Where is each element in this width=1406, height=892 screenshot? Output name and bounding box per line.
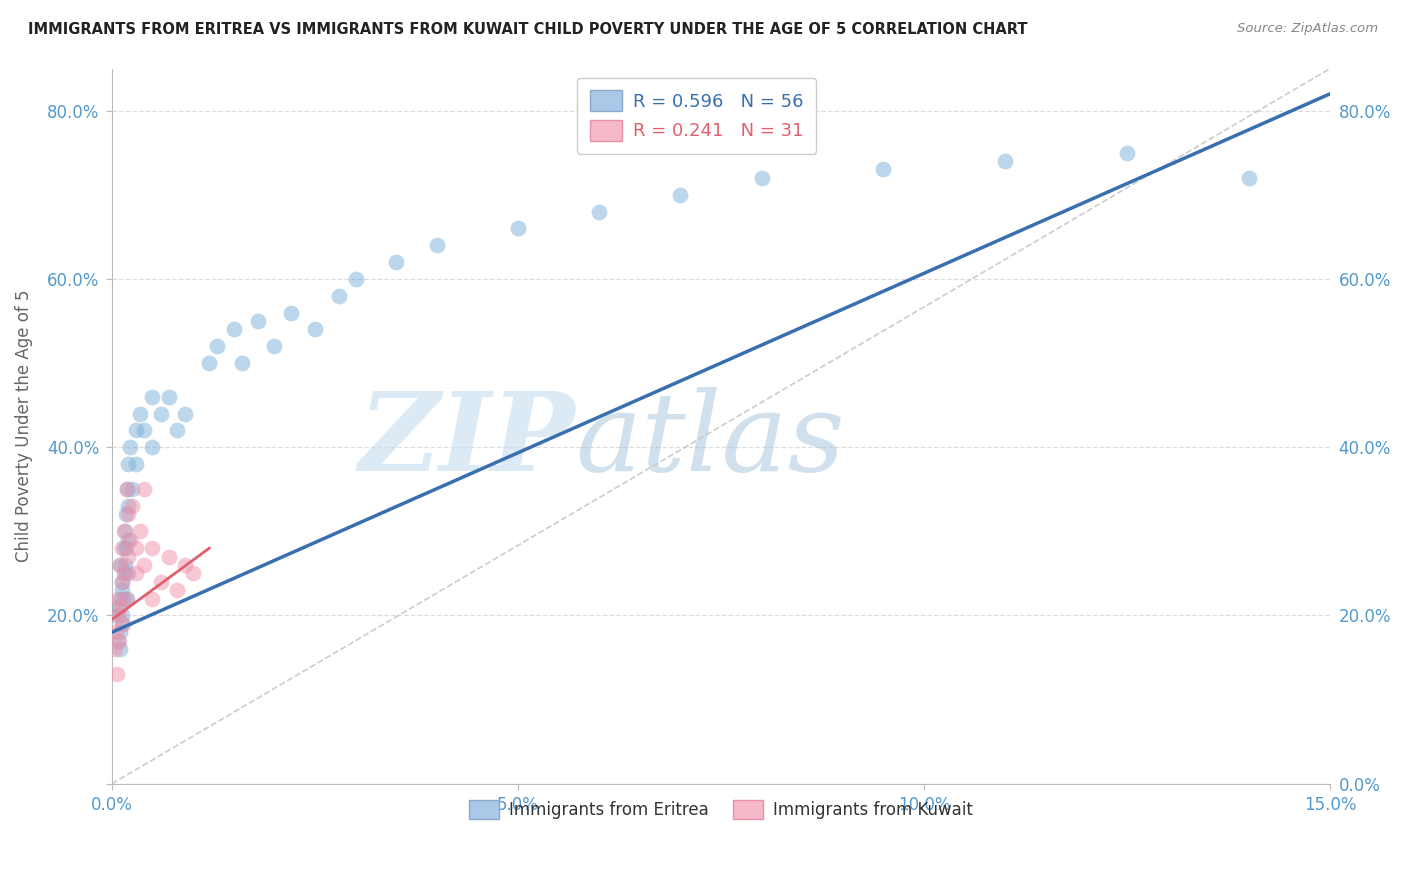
Point xyxy=(108,642,131,657)
Point xyxy=(115,591,138,606)
Point xyxy=(141,591,163,606)
Point xyxy=(134,423,156,437)
Point xyxy=(107,633,129,648)
Point xyxy=(117,566,139,581)
Point xyxy=(280,305,302,319)
Point xyxy=(231,356,253,370)
Point xyxy=(112,616,135,631)
Point xyxy=(118,533,141,547)
Point xyxy=(108,591,131,606)
Point xyxy=(994,154,1017,169)
Point xyxy=(174,407,197,421)
Y-axis label: Child Poverty Under the Age of 5: Child Poverty Under the Age of 5 xyxy=(15,290,32,562)
Point xyxy=(304,322,326,336)
Point xyxy=(111,608,134,623)
Point xyxy=(1237,170,1260,185)
Point xyxy=(115,482,138,496)
Point xyxy=(112,541,135,556)
Point xyxy=(114,566,136,581)
Point xyxy=(141,541,163,556)
Text: ZIP: ZIP xyxy=(359,386,575,494)
Point xyxy=(149,574,172,589)
Point xyxy=(247,314,270,328)
Point xyxy=(174,558,197,572)
Point xyxy=(141,390,163,404)
Point xyxy=(117,499,139,513)
Point xyxy=(181,566,204,581)
Point xyxy=(111,616,134,631)
Point xyxy=(112,524,135,539)
Point xyxy=(129,524,152,539)
Point xyxy=(114,591,136,606)
Point xyxy=(111,574,134,589)
Point xyxy=(107,608,129,623)
Point xyxy=(129,407,152,421)
Point xyxy=(104,625,127,640)
Point xyxy=(141,440,163,454)
Point xyxy=(426,238,449,252)
Point xyxy=(107,591,129,606)
Text: Source: ZipAtlas.com: Source: ZipAtlas.com xyxy=(1237,22,1378,36)
Point xyxy=(108,558,131,572)
Point xyxy=(121,499,143,513)
Point xyxy=(157,390,180,404)
Point xyxy=(108,625,131,640)
Point xyxy=(328,289,350,303)
Point xyxy=(344,272,367,286)
Point xyxy=(149,407,172,421)
Text: IMMIGRANTS FROM ERITREA VS IMMIGRANTS FROM KUWAIT CHILD POVERTY UNDER THE AGE OF: IMMIGRANTS FROM ERITREA VS IMMIGRANTS FR… xyxy=(28,22,1028,37)
Point xyxy=(134,482,156,496)
Point xyxy=(263,339,285,353)
Point xyxy=(111,574,134,589)
Point xyxy=(114,508,136,522)
Point xyxy=(112,591,135,606)
Point xyxy=(157,549,180,564)
Point xyxy=(117,457,139,471)
Point xyxy=(1116,145,1139,160)
Point xyxy=(125,423,148,437)
Point xyxy=(222,322,245,336)
Point xyxy=(506,221,529,235)
Point xyxy=(198,356,221,370)
Point xyxy=(166,423,188,437)
Point xyxy=(751,170,773,185)
Point xyxy=(166,583,188,598)
Point xyxy=(115,482,138,496)
Point xyxy=(111,583,134,598)
Point xyxy=(118,440,141,454)
Point xyxy=(588,204,610,219)
Legend: Immigrants from Eritrea, Immigrants from Kuwait: Immigrants from Eritrea, Immigrants from… xyxy=(463,793,980,825)
Text: atlas: atlas xyxy=(575,386,845,494)
Point xyxy=(112,566,135,581)
Point xyxy=(872,162,894,177)
Point xyxy=(121,482,143,496)
Point xyxy=(111,541,134,556)
Point xyxy=(125,541,148,556)
Point xyxy=(207,339,229,353)
Point xyxy=(108,600,131,615)
Point xyxy=(669,187,692,202)
Point xyxy=(385,255,408,269)
Point xyxy=(114,524,136,539)
Point xyxy=(107,600,129,615)
Point xyxy=(105,667,128,681)
Point xyxy=(114,541,136,556)
Point xyxy=(134,558,156,572)
Point xyxy=(108,558,131,572)
Point xyxy=(117,508,139,522)
Point xyxy=(117,533,139,547)
Point xyxy=(125,457,148,471)
Point xyxy=(108,633,131,648)
Point xyxy=(117,549,139,564)
Point xyxy=(104,642,127,657)
Point xyxy=(104,608,127,623)
Point xyxy=(114,558,136,572)
Point xyxy=(125,566,148,581)
